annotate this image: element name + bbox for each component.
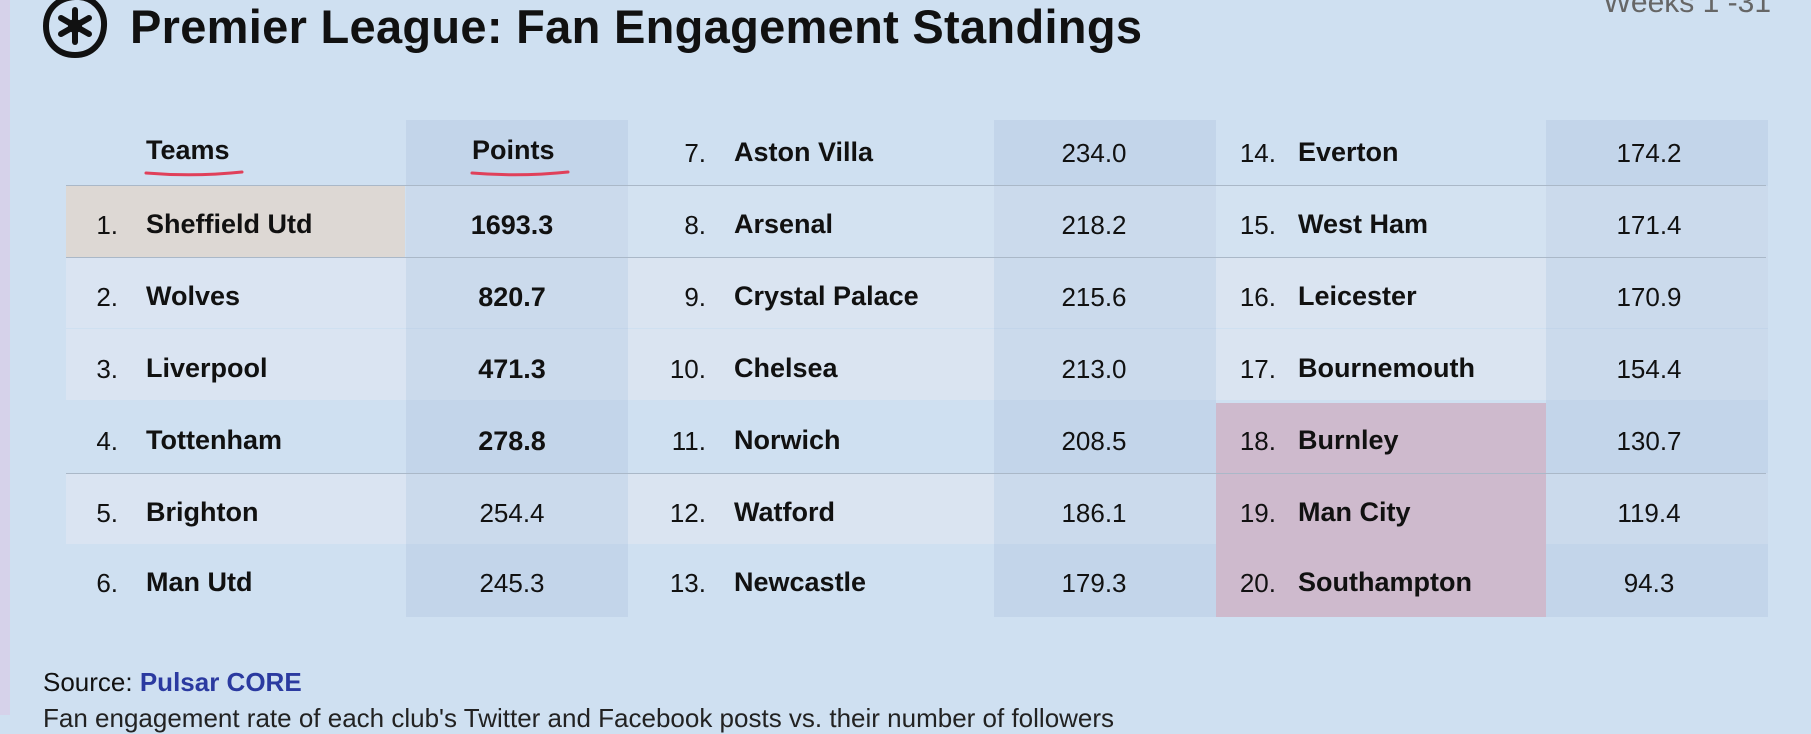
table-points: 820.7	[478, 282, 546, 312]
premier-league-logo-icon	[42, 0, 108, 59]
table-team-name: West Ham	[1298, 209, 1429, 239]
relegation-zone-highlight	[1216, 403, 1546, 617]
table-points: 208.5	[1061, 426, 1127, 456]
points-header-underline	[470, 170, 570, 177]
points-column-band	[406, 120, 628, 617]
divider-line	[66, 473, 1766, 474]
points-column-band	[1546, 120, 1768, 617]
table-points: 245.3	[479, 568, 545, 598]
table-points: 234.0	[1061, 138, 1127, 168]
table-rank: 7.	[684, 138, 706, 168]
table-rank: 19.	[1239, 498, 1276, 528]
table-rank: 13.	[669, 568, 706, 598]
footnote: Fan engagement rate of each club's Twitt…	[43, 703, 1115, 733]
table-points: 170.9	[1616, 282, 1682, 312]
table-rank: 18.	[1239, 426, 1276, 456]
teams-column-header: Teams	[144, 135, 244, 177]
row-band-overlay	[406, 186, 1768, 257]
table-rank: 14.	[1239, 138, 1276, 168]
table-rank: 6.	[96, 568, 118, 598]
divider-line	[66, 185, 1766, 186]
table-rank: 12.	[669, 498, 706, 528]
table-team-name: Norwich	[734, 425, 841, 455]
table-points: 213.0	[1061, 354, 1127, 384]
table-team-name: Man Utd	[146, 567, 253, 597]
table-team-name: Burnley	[1298, 425, 1399, 455]
row-band	[66, 257, 1766, 328]
page-title: Premier League: Fan Engagement Standings	[130, 0, 1143, 53]
table-team-name: Liverpool	[146, 353, 268, 383]
table-team-name: Crystal Palace	[734, 281, 919, 311]
table-team-name: Arsenal	[734, 209, 834, 239]
table-points: 186.1	[1061, 498, 1127, 528]
table-points: 215.6	[1061, 282, 1127, 312]
table-team-name: Sheffield Utd	[146, 209, 313, 239]
table-team-name: Man City	[1298, 497, 1411, 527]
points-header-label: Points	[472, 135, 555, 165]
divider-line	[66, 257, 1766, 258]
row-band-overlay	[406, 329, 1768, 400]
table-team-name: Everton	[1298, 137, 1399, 167]
table-team-name: Aston Villa	[734, 137, 874, 167]
source-line: Source: Pulsar CORE	[43, 667, 302, 698]
table-points: 119.4	[1617, 498, 1681, 528]
table-points: 171.4	[1616, 210, 1682, 240]
table-rank: 9.	[684, 282, 706, 312]
table-rank: 5.	[96, 498, 118, 528]
table-points: 218.2	[1061, 210, 1127, 240]
table-points: 174.2	[1616, 138, 1682, 168]
table-rank: 20.	[1239, 568, 1276, 598]
table-rank: 3.	[96, 354, 118, 384]
row-band	[66, 329, 1766, 400]
table-points: 1693.3	[470, 210, 554, 240]
table-team-name: Brighton	[146, 497, 259, 527]
table-points: 471.3	[478, 354, 546, 384]
table-team-name: Newcastle	[734, 567, 867, 597]
table-team-name: Leicester	[1298, 281, 1417, 311]
table-team-name: Tottenham	[146, 425, 282, 455]
table-points: 254.4	[479, 498, 545, 528]
table-rank: 15.	[1239, 210, 1276, 240]
points-column-band	[994, 120, 1216, 617]
teams-header-label: Teams	[146, 135, 230, 165]
teams-header-underline	[144, 170, 244, 177]
table-rank: 2.	[96, 282, 118, 312]
table-points: 130.7	[1616, 426, 1682, 456]
table-rank: 8.	[684, 210, 706, 240]
table-rank: 1.	[96, 210, 118, 240]
table-points: 94.3	[1623, 568, 1675, 598]
source-label: Source:	[43, 667, 133, 697]
weeks-range: Weeks 1 -31	[1603, 0, 1771, 19]
table-team-name: Chelsea	[734, 353, 838, 383]
table-rank: 11.	[671, 426, 706, 456]
points-column-header: Points	[470, 135, 570, 177]
table-rank: 4.	[96, 426, 118, 456]
page-header: Premier League: Fan Engagement Standings	[42, 0, 1142, 66]
row-band-overlay	[406, 257, 1768, 328]
table-team-name: Wolves	[146, 281, 241, 311]
table-rank: 16.	[1239, 282, 1276, 312]
table-team-name: Southampton	[1298, 567, 1472, 597]
table-rank: 17.	[1239, 354, 1276, 384]
table-team-name: Watford	[734, 497, 835, 527]
source-link[interactable]: Pulsar CORE	[139, 667, 302, 697]
table-team-name: Bournemouth	[1298, 353, 1475, 383]
table-points: 179.3	[1061, 568, 1127, 598]
left-accent-strip	[0, 0, 10, 715]
table-points: 278.8	[478, 426, 546, 456]
table-rank: 10.	[669, 354, 706, 384]
table-points: 154.4	[1616, 354, 1682, 384]
leader-highlight	[66, 186, 405, 257]
